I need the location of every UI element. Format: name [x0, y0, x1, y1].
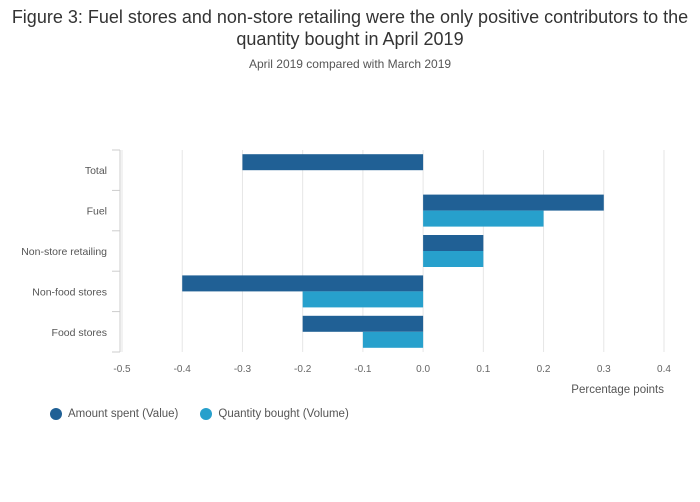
category-label: Food stores — [52, 327, 107, 339]
legend-item-value[interactable]: Amount spent (Value) — [50, 408, 178, 420]
chart-title: Figure 3: Fuel stores and non-store reta… — [11, 7, 689, 49]
bar-volume[interactable] — [362, 331, 424, 348]
x-tick-label: -0.2 — [294, 364, 312, 375]
value-axis: -0.5 -0.4 -0.3 -0.2 -0.1 0.0 0.1 0.2 0.3 0.4 — [113, 364, 671, 375]
legend: Amount spent (Value) Quantity bought (Vo… — [50, 408, 349, 420]
legend-swatch-value — [50, 408, 62, 420]
chart-subtitle: April 2019 compared with March 2019 — [248, 57, 452, 71]
x-tick-label: 0.0 — [416, 364, 430, 375]
legend-item-volume[interactable]: Quantity bought (Volume) — [200, 408, 349, 420]
category-label: Fuel — [87, 206, 107, 218]
legend-label-volume: Quantity bought (Volume) — [218, 408, 349, 420]
bar-value[interactable] — [242, 154, 424, 171]
x-tick-label: 0.3 — [597, 364, 611, 375]
x-tick-label: -0.1 — [354, 364, 372, 375]
bar-volume[interactable] — [423, 251, 484, 267]
category-label: Total — [85, 165, 107, 177]
bar-value[interactable] — [302, 315, 424, 332]
legend-label-value: Amount spent (Value) — [68, 408, 179, 420]
category-axis: Total Fuel Non-store retailing Non-food sto… — [21, 149, 121, 353]
x-tick-label: 0.1 — [476, 364, 490, 375]
x-tick-label: 0.4 — [657, 364, 671, 375]
bar-volume[interactable] — [423, 210, 544, 227]
bar-value[interactable] — [423, 194, 604, 211]
category-label: Non-food stores — [32, 286, 107, 298]
x-tick-label: -0.3 — [234, 364, 252, 375]
bar-volume[interactable] — [302, 291, 424, 308]
category-label: Non-store retailing — [21, 246, 107, 258]
x-tick-label: -0.5 — [113, 364, 131, 375]
bar-value[interactable] — [182, 275, 424, 292]
legend-swatch-volume — [200, 408, 213, 420]
x-axis-label: Percentage points — [571, 384, 664, 396]
bars — [182, 154, 604, 348]
x-tick-label: -0.4 — [174, 364, 192, 375]
bar-value[interactable] — [423, 235, 484, 251]
x-tick-label: 0.2 — [537, 364, 551, 375]
